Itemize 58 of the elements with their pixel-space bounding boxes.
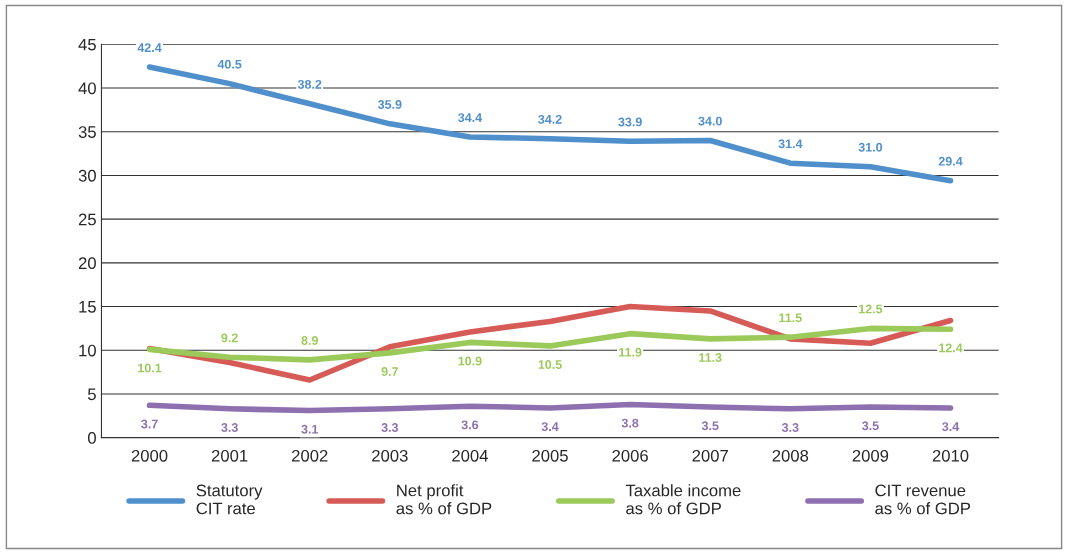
x-tick-label: 2009	[852, 449, 889, 462]
data-label: 31.0	[858, 142, 883, 152]
x-tick-label: 2001	[211, 449, 248, 462]
data-label: 3.3	[221, 423, 238, 432]
data-label: 34.4	[458, 113, 483, 123]
x-tick-label: 2006	[612, 449, 648, 462]
y-tick-label: 40	[78, 82, 96, 95]
data-label: 12.5	[859, 304, 883, 314]
x-tick-label: 2005	[532, 449, 568, 462]
y-tick-label: 45	[78, 38, 96, 51]
data-label: 3.6	[461, 420, 479, 430]
data-label: 12.4	[939, 343, 963, 353]
legend-label: Taxable income as % of GDP	[625, 484, 741, 515]
x-tick-label: 2002	[292, 449, 328, 462]
data-label: 3.7	[141, 419, 158, 429]
data-label: 10.5	[538, 360, 562, 369]
y-tick-label: 0	[87, 432, 96, 444]
data-label: 31.4	[778, 139, 803, 149]
data-label: 3.5	[701, 421, 719, 431]
data-label: 3.4	[541, 422, 559, 432]
data-label: 42.4	[137, 43, 162, 52]
x-tick-label: 2007	[692, 449, 728, 462]
x-tick-label: 2004	[452, 449, 488, 462]
data-label: 9.2	[221, 333, 238, 343]
data-label: 3.8	[621, 418, 639, 428]
y-tick-label: 10	[79, 344, 96, 357]
data-label: 3.1	[301, 424, 319, 434]
data-label: 40.5	[217, 59, 242, 69]
data-label: 33.9	[618, 117, 642, 127]
x-tick-label: 2010	[932, 449, 969, 462]
y-tick-label: 15	[79, 301, 96, 313]
data-label: 11.9	[619, 347, 642, 357]
data-label: 10.9	[458, 356, 482, 366]
x-tick-label: 2003	[372, 449, 408, 462]
data-label: 35.9	[377, 100, 402, 109]
legend-label: Net profit as % of GDP	[396, 484, 492, 515]
y-tick-label: 20	[78, 257, 96, 270]
legend-label: CIT revenue as % of GDP	[875, 484, 971, 515]
data-label: 34.0	[698, 116, 722, 126]
data-label: 29.4	[938, 156, 963, 166]
data-label: 11.5	[779, 313, 802, 323]
data-label: 3.3	[781, 423, 799, 432]
y-tick-label: 5	[88, 388, 96, 401]
data-label: 8.9	[301, 336, 318, 345]
data-label: 38.2	[297, 79, 322, 89]
data-label: 3.3	[381, 423, 399, 432]
x-tick-label: 2008	[772, 449, 809, 462]
y-tick-label: 25	[78, 213, 96, 226]
legend-label: Statutory CIT rate	[196, 484, 263, 515]
y-tick-label: 30	[78, 169, 96, 182]
y-tick-label: 35	[78, 126, 96, 138]
data-label: 10.1	[138, 363, 162, 373]
data-label: 3.4	[942, 422, 960, 432]
x-tick-label: 2000	[131, 449, 168, 462]
data-label: 9.7	[381, 367, 398, 376]
data-label: 11.3	[699, 353, 722, 362]
data-label: 34.2	[538, 114, 562, 124]
data-label: 3.5	[862, 421, 879, 431]
